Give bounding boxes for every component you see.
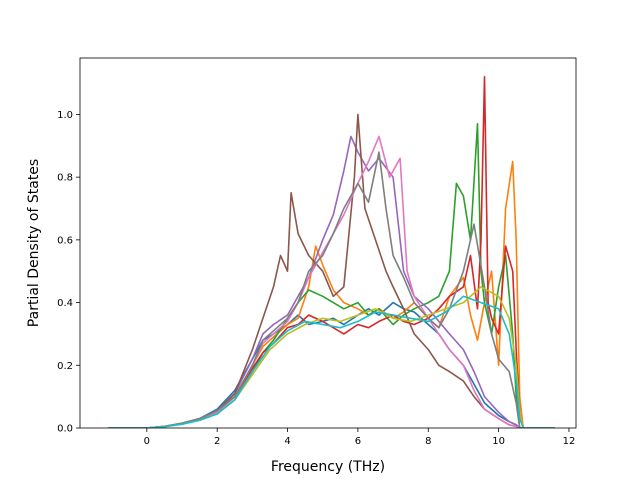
- x-tick-label: 0: [144, 436, 150, 447]
- x-tick-label: 8: [425, 436, 431, 447]
- x-tick-label: 10: [492, 436, 505, 447]
- y-tick-label: 0.0: [57, 424, 73, 435]
- ticks-layer: 0 2 4 6 8 10 12 0.0 0.2 0.4 0.6 0.8 1.0: [57, 110, 575, 447]
- series-line-10: [108, 295, 555, 428]
- x-axis-label: Frequency (THz): [271, 459, 385, 475]
- series-layer: [108, 76, 555, 428]
- y-tick-label: 0.8: [57, 173, 73, 184]
- x-tick-label: 6: [355, 436, 361, 447]
- x-tick-label: 12: [563, 436, 576, 447]
- y-tick-label: 0.6: [57, 235, 73, 246]
- plot-frame: [79, 57, 577, 429]
- x-tick-label: 2: [214, 436, 220, 447]
- y-tick-label: 1.0: [57, 110, 73, 121]
- y-tick-label: 0.2: [57, 361, 73, 372]
- y-tick-label: 0.4: [57, 298, 73, 309]
- x-tick-label: 4: [284, 436, 290, 447]
- y-axis-label: Partial Density of States: [26, 159, 42, 327]
- series-line-8: [108, 151, 555, 428]
